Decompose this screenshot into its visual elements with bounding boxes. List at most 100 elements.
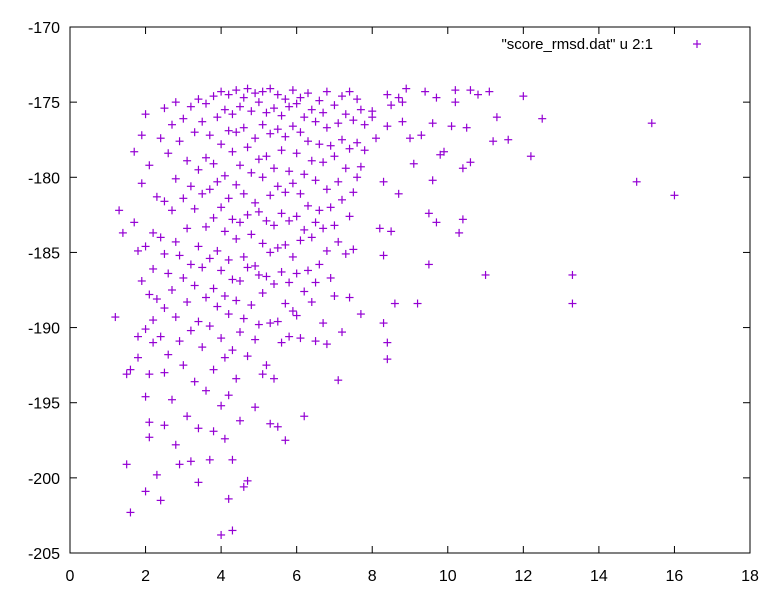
data-point [270,221,278,230]
legend-marker [693,40,701,48]
data-point [296,128,305,137]
data-point [190,281,199,290]
data-point [224,391,233,400]
data-point [424,209,433,218]
data-point [330,221,339,230]
data-point [262,216,271,225]
data-point [152,470,161,479]
data-point [322,246,331,255]
data-point [122,370,131,379]
data-point [156,233,165,242]
data-point [202,99,210,108]
y-tick-label: -185 [28,245,60,262]
data-point [168,206,176,215]
data-point [568,299,577,308]
data-point [254,98,263,107]
data-point [341,249,350,258]
data-point [273,422,282,431]
data-point [292,311,301,320]
data-point [338,195,346,204]
data-point [130,147,139,156]
data-point [285,332,294,341]
data-point [398,98,407,107]
data-point [394,93,403,102]
data-point [220,171,229,180]
data-point [247,107,256,116]
data-point [186,260,195,269]
data-point [228,526,237,535]
data-point [319,319,328,328]
data-point [232,296,241,305]
data-point [145,433,154,442]
x-tick-label: 14 [590,568,608,585]
data-point [247,230,256,239]
data-point [300,412,309,421]
data-point [134,353,142,362]
plot-frame [69,26,751,554]
data-point [141,325,150,334]
data-point [307,298,316,307]
data-point [338,135,346,144]
data-point [474,90,482,99]
data-point [277,209,286,218]
data-point [164,149,173,158]
data-point [349,188,358,197]
data-point [304,201,312,210]
data-point [273,243,282,252]
data-point [281,95,290,104]
data-point [247,301,256,310]
data-point [228,455,237,464]
data-point [258,87,267,96]
data-points [111,84,679,539]
data-point [360,146,369,155]
data-point [334,119,343,128]
data-point [409,159,418,168]
data-point [379,251,388,260]
data-point [209,365,218,374]
data-point [262,272,271,281]
data-point [315,260,324,269]
data-point [466,86,475,95]
data-point [194,95,203,104]
data-point [186,102,195,111]
data-point [281,188,290,197]
data-point [670,191,679,200]
data-point [160,421,169,430]
data-point [164,350,173,359]
data-point [251,261,260,270]
data-point [224,494,233,503]
data-point [262,108,271,117]
data-point [239,482,248,491]
data-point [322,185,331,194]
data-point [322,123,331,132]
data-point [288,179,297,188]
data-point [304,266,312,275]
data-point [224,255,233,264]
data-point [413,299,422,308]
data-point [307,105,316,114]
data-point [285,167,294,176]
data-point [202,386,210,395]
data-point [273,125,282,134]
data-point [183,224,192,233]
x-tick-label: 10 [439,568,457,585]
data-point [281,299,290,308]
data-point [239,314,248,323]
data-point [175,137,184,146]
data-point [149,316,158,325]
data-point [205,455,214,464]
data-point [266,84,275,93]
data-point [190,128,199,137]
y-tick-label: -175 [28,95,60,112]
data-point [281,436,290,445]
data-point [243,210,252,219]
data-point [179,114,188,123]
x-tick-label: 4 [217,568,226,585]
data-point [417,131,426,140]
data-point [266,319,275,328]
data-point [186,326,195,335]
x-tick-label: 18 [741,568,759,585]
data-point [130,218,139,227]
data-point [353,138,362,147]
